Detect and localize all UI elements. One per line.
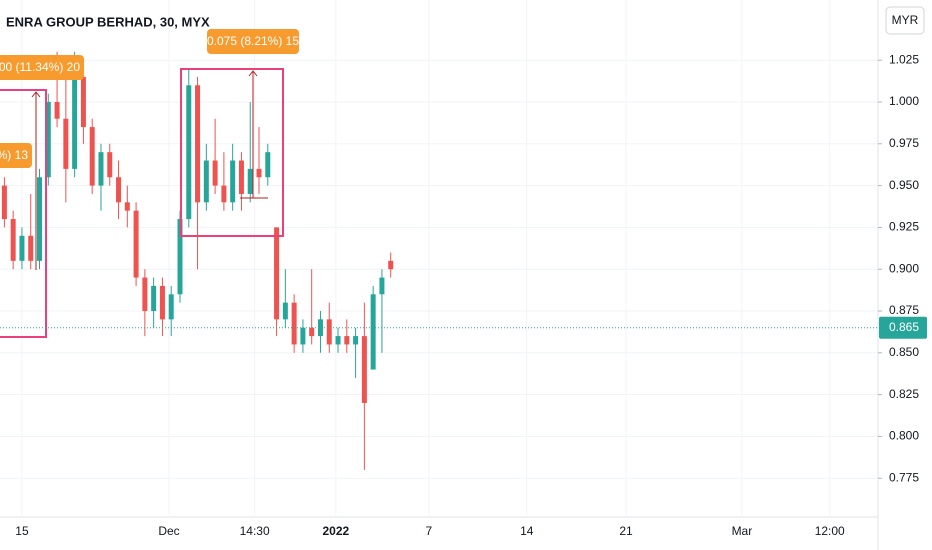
candle-body [107,152,113,178]
x-tick-label: 7 [426,524,433,538]
candle-body [177,219,183,295]
candle-body [80,76,86,128]
y-tick-label: 0.900 [889,261,919,275]
x-tick-label: Mar [732,524,753,538]
range-label-box [0,55,84,80]
x-tick-label: 14 [520,524,534,538]
candle-body [344,336,350,345]
candle-body [37,177,43,261]
candle-body [10,219,16,261]
x-tick-label: 2022 [322,524,349,538]
candle-body [317,319,323,337]
x-tick-label: 12:00 [815,524,845,538]
candle-body [19,235,25,261]
candle-body [195,85,201,203]
candle-body [159,285,165,320]
arrow-head [248,70,258,77]
candle-body [45,101,51,178]
candle-body [370,294,376,370]
x-tick-label: 21 [619,524,633,538]
candle-body [291,302,297,345]
candle-body [326,319,332,345]
y-tick-label: 0.850 [889,345,919,359]
candle-body [221,185,227,203]
x-tick-label: 15 [15,524,29,538]
candle-body [309,327,315,337]
range-label-box [207,29,299,54]
candle-body [98,152,104,186]
y-tick-label: 1.025 [889,52,919,66]
range-box [180,68,284,237]
range-label: .100 (11.34%) 20 [0,60,80,74]
candle-body [256,168,262,178]
range-box [0,89,47,338]
y-tick-label: 0.800 [889,429,919,443]
candle-body [247,168,253,194]
candle-body [133,210,139,278]
candle-body [142,277,148,312]
currency[interactable]: MYR [892,13,919,27]
candle-body [335,336,341,345]
y-tick-label: 0.975 [889,136,919,150]
x-tick-label: 14:30 [240,524,270,538]
y-tick-label: 0.825 [889,387,919,401]
candle-body [388,260,394,270]
y-tick-label: 0.925 [889,220,919,234]
candle-body [54,101,60,119]
candles [1,51,394,470]
candle-body [168,294,174,320]
y-tick-label: 1.000 [889,94,919,108]
candle-body [124,202,130,211]
candle-body [151,285,157,312]
candle-body [282,302,288,320]
range-label: 0.075 (8.21%) 15 [207,34,299,48]
candle-body [274,227,280,320]
candle-body [89,127,95,186]
candle-body [116,177,122,203]
candle-body [300,327,306,345]
grid [0,0,878,515]
candle-body [230,160,236,203]
candle-body [361,336,367,403]
candle-body [63,118,69,169]
candle-body [186,85,192,220]
range-label: %) 13 [0,148,28,162]
candle-body [238,160,244,194]
candle-body [265,152,271,178]
candle-body [379,277,385,295]
candle-body [28,235,34,261]
candle-body [203,160,209,203]
last-price-label: 0.865 [889,320,919,334]
currency-button[interactable] [885,6,925,35]
candle-body [353,336,359,345]
x-tick-label: Dec [158,524,179,538]
candle-body [212,160,218,186]
candle-body [1,185,7,220]
last-price-box [879,316,927,339]
arrow-head [31,91,41,98]
chart-title: ENRA GROUP BERHAD, 30, MYX [6,14,210,29]
y-tick-label: 0.875 [889,303,919,317]
y-tick-label: 0.775 [889,470,919,484]
range-label-box [0,143,32,168]
candle-body [72,76,78,169]
y-tick-label: 0.950 [889,178,919,192]
